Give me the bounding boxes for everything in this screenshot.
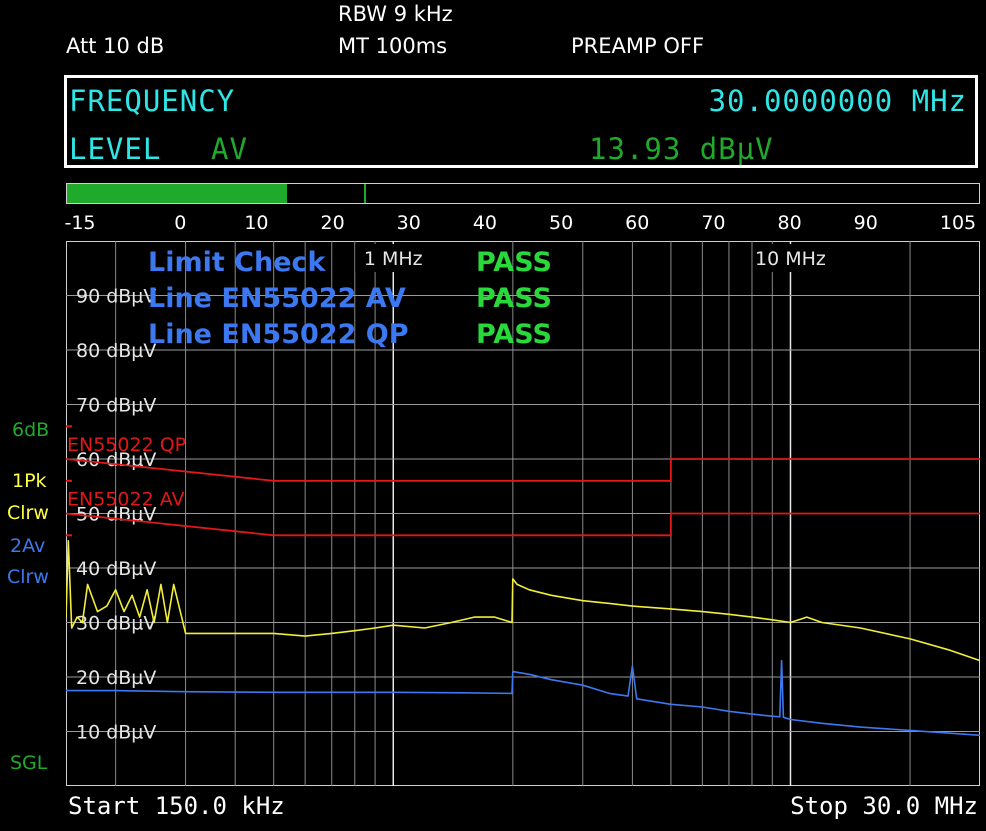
level-bar [66,183,980,204]
level-bar-tick-label: 60 [625,212,650,234]
level-bar-tick-label: 20 [320,212,345,234]
limit-line-label: EN55022 QP [67,434,186,456]
y-tick-label: 70 dBµV [76,395,156,417]
limit-check-line-label: Line EN55022 QP [148,319,409,350]
level-value: 13.93 dBµV [589,132,774,166]
y-tick-label: 20 dBµV [76,667,156,689]
level-bar-tick-label: 10 [244,212,269,234]
level-bar-fill [67,184,288,203]
level-bar-tick-label: 30 [396,212,421,234]
rbw-label: RBW 9 kHz [338,2,453,26]
y-tick-label: 40 dBµV [76,558,156,580]
trace1-detector-label: 1Pk [12,470,47,492]
level-bar-tick-label: 105 [939,212,977,234]
level-bar-tick-label: 50 [548,212,574,234]
level-bar-marker [364,184,367,203]
frequency-label: FREQUENCY [69,84,236,118]
y-tick-label: 30 dBµV [76,613,156,635]
limit-line-label: EN55022 AV [67,489,184,511]
start-frequency-label: Start 150.0 kHz [68,792,285,820]
level-bar-tick-label: 80 [777,212,802,234]
level-bar-tick-label: 0 [174,212,187,234]
x-tick-label: 1 MHz [364,248,423,270]
stop-frequency-label: Stop 30.0 MHz [790,792,978,820]
y-tick-label: 80 dBµV [76,340,156,362]
x-tick-label: 10 MHz [755,248,826,270]
level-label: LEVEL [69,132,162,166]
level-bar-tick-label: 70 [701,212,726,234]
attenuation-label: Att 10 dB [66,34,165,58]
preamp-label: PREAMP OFF [571,34,705,58]
limit-check-status: PASS [476,283,552,314]
level-bar-tick-label: -15 [64,212,96,234]
marker-readout-panel: FREQUENCY 30.0000000 MHz LEVEL AV 13.93 … [64,75,978,168]
sweep-mode-label: SGL [10,752,48,774]
trace-2-average [66,659,980,737]
trace2-mode-label: Clrw [7,566,49,588]
limit-check-status: PASS [476,319,552,350]
level-bar-tick-label: 40 [472,212,497,234]
frequency-value: 30.0000000 MHz [708,84,967,118]
limit-check-line-label: Line EN55022 AV [148,283,406,314]
range-label: 6dB [12,419,50,441]
x-tick-label-background [355,244,432,272]
level-detector: AV [211,132,248,166]
y-tick-label: 10 dBµV [76,722,156,744]
y-tick-label: 90 dBµV [76,286,156,308]
limit-line [66,458,980,482]
trace-1-peak [66,539,980,662]
x-tick-label-background [752,244,829,272]
measurement-time-label: MT 100ms [338,34,448,58]
limit-check-title: Limit Check [148,247,327,278]
trace2-detector-label: 2Av [10,535,46,557]
level-bar-tick-label: 90 [853,212,878,234]
trace1-mode-label: Clrw [7,502,49,524]
limit-line [66,512,980,537]
limit-check-status: PASS [476,247,552,278]
